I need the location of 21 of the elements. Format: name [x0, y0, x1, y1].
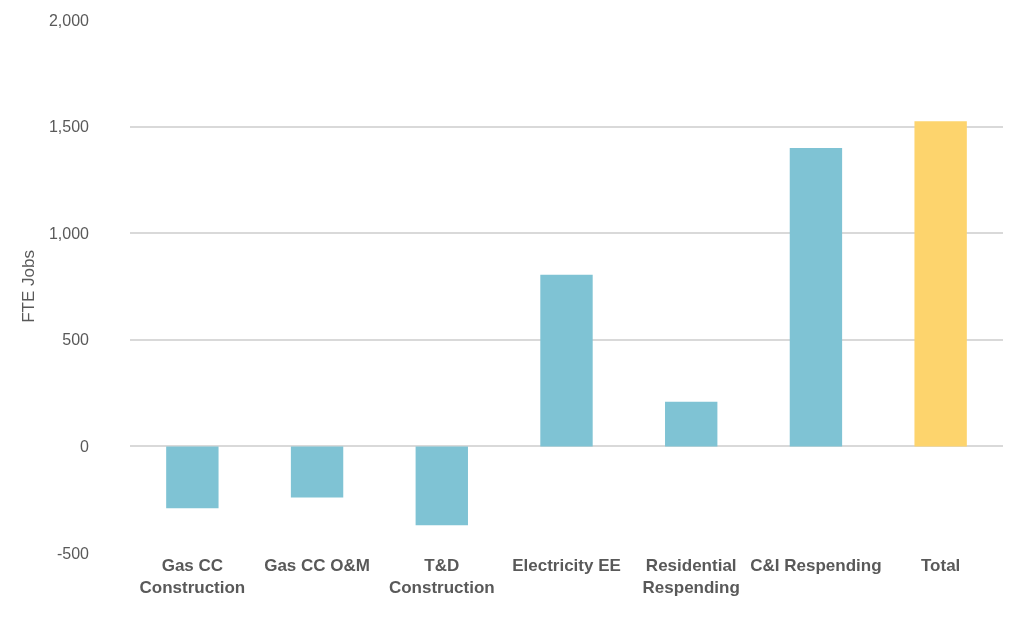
- x-tick-label: Gas CC O&M: [264, 556, 370, 575]
- bar: [415, 446, 468, 526]
- y-tick-label: 500: [62, 331, 90, 349]
- x-tick-label: Electricity EE: [512, 556, 621, 575]
- x-tick-label: T&D Construction: [388, 556, 495, 598]
- bar: [665, 401, 718, 447]
- bar: [290, 446, 344, 498]
- y-tick-label: 1,000: [48, 224, 90, 242]
- bar: [789, 147, 843, 447]
- x-tick-label: Residential Respending: [642, 556, 740, 598]
- bar: [914, 121, 967, 447]
- y-axis-title: FTE Jobs: [18, 250, 38, 323]
- y-tick-label: 0: [80, 438, 90, 455]
- y-tick-label: 1,500: [48, 118, 90, 136]
- y-tick-label: 2,000: [48, 11, 90, 29]
- x-tick-label: Total: [920, 556, 961, 575]
- x-tick-label: C&I Respending: [750, 556, 882, 575]
- bar: [166, 446, 219, 509]
- x-tick-label: Gas CC Construction: [139, 556, 246, 598]
- y-tick-label: -500: [56, 544, 90, 562]
- bar: [540, 274, 593, 447]
